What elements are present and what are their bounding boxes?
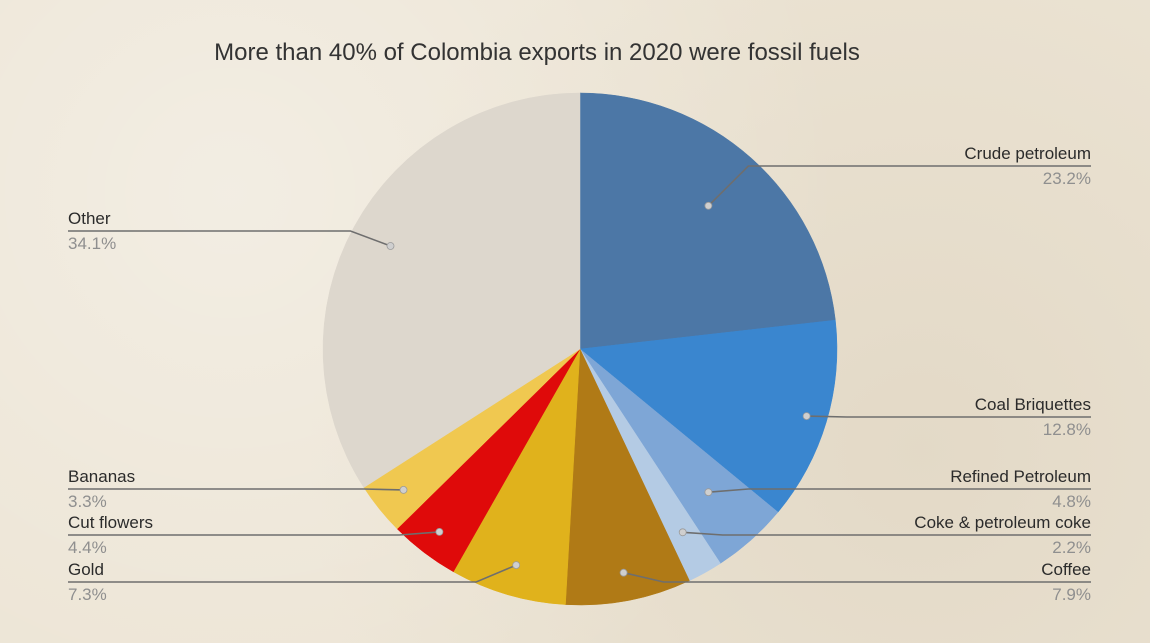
slice-label-refined-petroleum: Refined Petroleum 4.8% [704, 467, 1091, 511]
slice-name-cut-flowers: Cut flowers [68, 513, 153, 532]
slice-value-other: 34.1% [68, 234, 116, 253]
slice-label-crude-petroleum: Crude petroleum 23.2% [704, 144, 1091, 210]
slice-value-cut-flowers: 4.4% [68, 538, 107, 557]
slice-name-coke-and-petroleum-coke: Coke & petroleum coke [914, 513, 1091, 532]
pie-slice-crude-petroleum [579, 92, 836, 350]
pie-slice-gold [453, 348, 581, 605]
slice-label-cut-flowers: Cut flowers 4.4% [68, 513, 444, 557]
leader-line-bananas [68, 488, 404, 491]
slice-value-gold: 7.3% [68, 585, 107, 604]
slice-value-bananas: 3.3% [68, 492, 107, 511]
leader-line-crude-petroleum [707, 165, 1091, 207]
slice-name-coal-briquettes: Coal Briquettes [975, 395, 1091, 414]
slice-name-coffee: Coffee [1041, 560, 1091, 579]
pie-slices [322, 92, 838, 606]
leader-line-gold [68, 564, 517, 583]
leader-dot-crude-petroleum [704, 201, 713, 210]
pie-slice-other [322, 92, 581, 488]
leader-dot-coke-and-petroleum-coke [678, 528, 687, 537]
leader-line-coal-briquettes [806, 415, 1091, 418]
slice-label-coke-and-petroleum-coke: Coke & petroleum coke 2.2% [678, 513, 1091, 557]
slice-label-coffee: Coffee 7.9% [619, 560, 1091, 604]
leader-dot-coffee [619, 568, 628, 577]
leader-dot-bananas [399, 485, 408, 494]
pie-slice-coal-briquettes [579, 319, 838, 513]
slice-label-coal-briquettes: Coal Briquettes 12.8% [802, 395, 1091, 439]
chart-title: More than 40% of Colombia exports in 202… [214, 39, 860, 66]
slice-value-coal-briquettes: 12.8% [1043, 420, 1091, 439]
slice-name-refined-petroleum: Refined Petroleum [950, 467, 1091, 486]
slice-name-crude-petroleum: Crude petroleum [964, 144, 1091, 163]
slice-value-crude-petroleum: 23.2% [1043, 169, 1091, 188]
leader-line-cut-flowers [68, 531, 440, 536]
slice-label-other: Other 34.1% [68, 209, 395, 253]
slice-label-gold: Gold 7.3% [68, 560, 521, 604]
leader-dot-refined-petroleum [704, 488, 713, 497]
leader-line-coffee [623, 571, 1091, 583]
leader-line-refined-petroleum [708, 488, 1091, 493]
leader-line-other [68, 230, 391, 247]
slice-value-coffee: 7.9% [1052, 585, 1091, 604]
leader-line-coke-and-petroleum-coke [682, 531, 1091, 536]
slice-name-gold: Gold [68, 560, 104, 579]
slice-name-other: Other [68, 209, 111, 228]
leader-dot-cut-flowers [435, 528, 444, 536]
slice-name-bananas: Bananas [68, 467, 135, 486]
slice-label-bananas: Bananas 3.3% [68, 467, 408, 511]
pie-labels: Crude petroleum 23.2% Coal Briquettes 12.8%… [68, 144, 1091, 604]
leader-dot-gold [512, 561, 521, 569]
leader-dot-coal-briquettes [802, 412, 811, 421]
leader-dot-other [386, 242, 395, 250]
slice-value-refined-petroleum: 4.8% [1052, 492, 1091, 511]
slice-value-coke-and-petroleum-coke: 2.2% [1052, 538, 1091, 557]
